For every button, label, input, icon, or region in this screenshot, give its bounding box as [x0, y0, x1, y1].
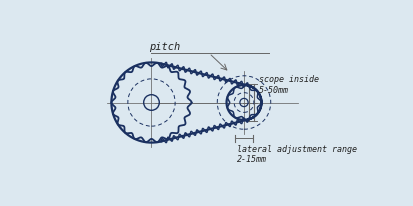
- Text: pitch: pitch: [149, 42, 180, 52]
- Text: lateral adjustment range
2-15mm: lateral adjustment range 2-15mm: [237, 144, 356, 163]
- Text: scope inside
5-50mm: scope inside 5-50mm: [259, 75, 319, 94]
